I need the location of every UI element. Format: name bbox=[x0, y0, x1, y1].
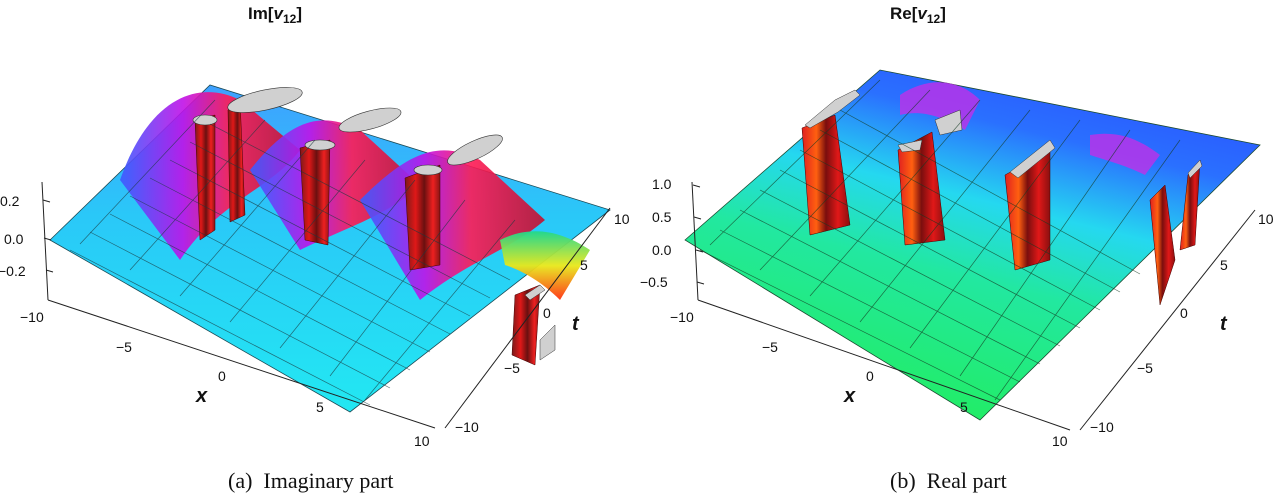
t-axis-label: t bbox=[572, 313, 580, 335]
z-tick: −0.2 bbox=[0, 263, 26, 279]
z-tick: 0.5 bbox=[652, 209, 672, 225]
plot-title-imaginary: Im[v12] bbox=[248, 4, 302, 26]
x-axis-label: x bbox=[195, 385, 208, 407]
t-tick: −5 bbox=[1137, 360, 1153, 376]
t-tick: 10 bbox=[1258, 211, 1274, 227]
t-tick: 5 bbox=[1220, 257, 1228, 273]
title-suffix: ] bbox=[940, 4, 946, 23]
x-tick: −10 bbox=[20, 309, 44, 325]
x-tick: 10 bbox=[414, 433, 430, 449]
z-tick: 0.0 bbox=[652, 242, 672, 258]
x-tick: 0 bbox=[866, 368, 874, 384]
t-axis-label: t bbox=[1220, 313, 1228, 335]
caption-text: Imaginary part bbox=[263, 468, 394, 493]
title-prefix: Re[ bbox=[890, 4, 918, 23]
title-var: v bbox=[917, 4, 927, 23]
t-tick: 5 bbox=[580, 257, 588, 273]
title-suffix: ] bbox=[296, 4, 302, 23]
t-tick: −10 bbox=[1090, 419, 1114, 435]
x-tick: 10 bbox=[1052, 433, 1068, 449]
surface-plot-imaginary: 0.2 0.0 −0.2 −10 −5 0 5 10 x −10 −5 0 5 … bbox=[0, 84, 630, 449]
surface-plot-real: 1.0 0.5 0.0 −0.5 −10 −5 0 5 10 x −10 −5 … bbox=[640, 69, 1274, 449]
x-tick: −5 bbox=[762, 339, 778, 355]
t-tick: −5 bbox=[504, 360, 520, 376]
title-sub: 12 bbox=[282, 12, 297, 26]
caption-imaginary: (a) Imaginary part bbox=[228, 468, 394, 494]
z-tick: 1.0 bbox=[652, 176, 672, 192]
t-tick: −10 bbox=[455, 419, 479, 435]
title-prefix: Im[ bbox=[248, 4, 274, 23]
x-tick: 5 bbox=[316, 399, 324, 415]
z-tick: −0.5 bbox=[640, 274, 668, 290]
caption-text: Real part bbox=[926, 468, 1007, 493]
panel-imaginary: Im[v12] bbox=[0, 4, 630, 494]
x-tick: 5 bbox=[960, 399, 968, 415]
x-tick: 0 bbox=[218, 368, 226, 384]
x-tick: −10 bbox=[670, 309, 694, 325]
x-tick: −5 bbox=[116, 339, 132, 355]
z-tick: 0.2 bbox=[0, 193, 20, 209]
x-axis-label: x bbox=[843, 385, 856, 407]
panel-real: Re[v12] bbox=[640, 0, 1280, 502]
caption-label: (a) bbox=[228, 468, 253, 493]
caption-label: (b) bbox=[890, 468, 916, 493]
t-tick: 10 bbox=[614, 211, 630, 227]
title-sub: 12 bbox=[926, 12, 941, 26]
title-var: v bbox=[273, 4, 283, 23]
plot-title-real: Re[v12] bbox=[890, 4, 946, 26]
t-tick: 0 bbox=[1180, 305, 1188, 321]
caption-real: (b) Real part bbox=[890, 468, 1007, 494]
z-tick: 0.0 bbox=[4, 231, 24, 247]
t-tick: 0 bbox=[543, 305, 551, 321]
